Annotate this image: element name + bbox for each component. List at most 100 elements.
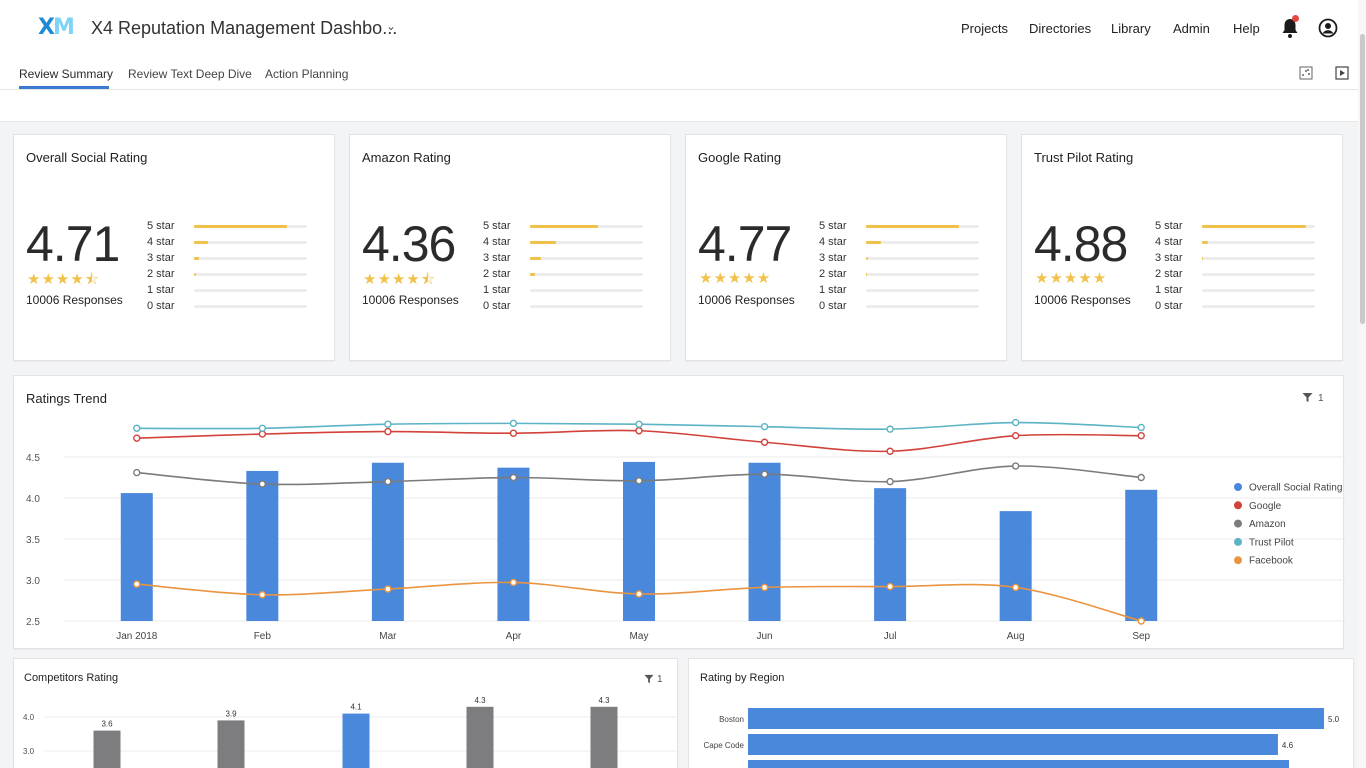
legend-label: Trust Pilot [1249,537,1294,548]
legend-swatch [1234,501,1242,510]
star-distribution-bar [866,257,979,260]
rating-by-region-card: Rating by Region Boston 5.0 Cape Code 4.6 [688,658,1354,768]
star-level-label: 4 star [147,236,175,248]
trend-point [509,429,518,437]
trend-point [509,473,518,482]
competitor-bar [590,706,618,768]
response-count: 10006 Responses [362,293,459,307]
y-tick-label: 2.5 [26,617,40,628]
star-rating-icon: ★★★★★ [699,270,772,287]
star-distribution-bar [530,273,643,276]
legend-swatch [1234,519,1242,528]
bar-value-label: 4.6 [1282,741,1294,750]
filter-count: 1 [657,674,663,685]
trend-point [886,477,894,486]
x-tick-label: Jul [884,631,897,642]
user-account-icon[interactable] [1318,18,1338,38]
x-tick-label: Feb [254,631,272,642]
star-level-label: 3 star [147,252,175,264]
trend-point [1011,462,1020,470]
scrollbar-thumb[interactable] [1360,34,1365,324]
filter-count: 1 [1318,393,1324,404]
ratings-trend-chart: 4.5 4.0 3.5 3.0 2.5 Jan 2018 Feb Mar Apr May Jun Ju… [26,418,1345,642]
notification-badge [1292,15,1299,22]
trend-point [384,420,392,428]
bar-value-label: 4.3 [598,696,610,705]
competitor-bar [93,730,121,768]
star-distribution-bar [194,273,307,276]
nav-projects[interactable]: Projects [961,21,1008,36]
x-tick-label: Aug [1007,631,1025,642]
rating-card-title: Overall Social Rating [26,150,148,165]
dashboard-title[interactable]: X4 Reputation Management Dashbo... [91,18,398,38]
y-tick-label: 3.0 [26,576,40,587]
region-bar [748,708,1324,729]
x-tick-label: Jan 2018 [116,631,158,642]
scatter-filter-icon[interactable] [1299,66,1313,80]
star-level-label: 1 star [1155,284,1183,296]
filter-icon[interactable] [644,674,654,684]
nav-help[interactable]: Help [1233,21,1260,36]
star-level-label: 4 star [819,236,847,248]
nav-library[interactable]: Library [1111,21,1151,36]
bell-icon[interactable] [1280,17,1300,39]
legend-swatch [1234,483,1242,491]
star-level-label: 2 star [819,268,847,280]
x-tick-label: May [630,631,649,642]
tab-action-planning[interactable]: Action Planning [265,67,349,81]
filter-icon[interactable] [1302,392,1313,403]
rating-card-title: Trust Pilot Rating [1034,150,1134,165]
present-mode-icon[interactable] [1335,66,1349,80]
tab-review-summary[interactable]: Review Summary [19,67,114,81]
star-distribution-fill [194,257,199,260]
rating-card: Google Rating 4.77 ★★★★★ 10006 Responses… [685,134,1007,361]
star-distribution-fill [530,257,542,260]
star-distribution-bar [530,257,643,260]
nav-directories[interactable]: Directories [1029,21,1092,36]
trend-point [635,427,643,435]
trend-bar [748,462,781,621]
star-level-label: 2 star [147,268,175,280]
trend-point [509,578,518,587]
star-distribution-bar [1202,273,1315,276]
star-distribution-fill [866,273,868,276]
legend-label: Facebook [1249,556,1294,567]
competitor-bar [217,720,245,768]
star-distribution-bar [194,305,307,308]
y-tick-label: 4.0 [23,713,35,722]
xm-logo[interactable]: XM [38,15,75,40]
star-rating-icon: ★★★★⯪ [363,271,436,288]
trend-point [133,424,141,432]
star-level-label: 4 star [1155,236,1183,248]
region-bar [748,734,1278,755]
response-count: 10006 Responses [1034,293,1131,307]
star-level-label: 1 star [819,284,847,296]
trend-point [760,470,769,478]
star-distribution-bar [866,225,979,228]
trend-point [760,422,769,431]
rating-card: Trust Pilot Rating 4.88 ★★★★★ 10006 Resp… [1021,134,1343,361]
star-distribution-bar [866,289,979,292]
y-tick-label: 3.0 [23,747,35,756]
star-distribution-bar [1202,257,1315,260]
star-level-label: 0 star [483,300,511,312]
legend-label: Overall Social Rating [1249,483,1342,494]
trend-bar [497,467,530,621]
bar-value-label: 5.0 [1328,715,1340,724]
star-distribution-fill [1202,225,1306,228]
legend-swatch [1234,537,1242,546]
scrollbar-track[interactable] [1358,0,1366,768]
region-bar-partial [748,760,1289,768]
ratings-trend-card: Ratings Trend 1 4.5 4.0 3.5 3.0 2.5 Jan 2018 F… [13,375,1345,649]
trend-point [509,419,518,428]
star-level-label: 3 star [1155,252,1183,264]
star-distribution-bar [1202,225,1315,228]
tab-review-text-deep-dive[interactable]: Review Text Deep Dive [128,67,252,81]
trend-point [635,477,643,485]
trend-point [1137,431,1145,440]
nav-admin[interactable]: Admin [1173,21,1210,36]
trend-point [635,420,643,428]
chevron-down-icon[interactable]: ⌄ [386,19,397,33]
rating-score: 4.71 [26,216,120,272]
competitor-bar [342,713,370,768]
